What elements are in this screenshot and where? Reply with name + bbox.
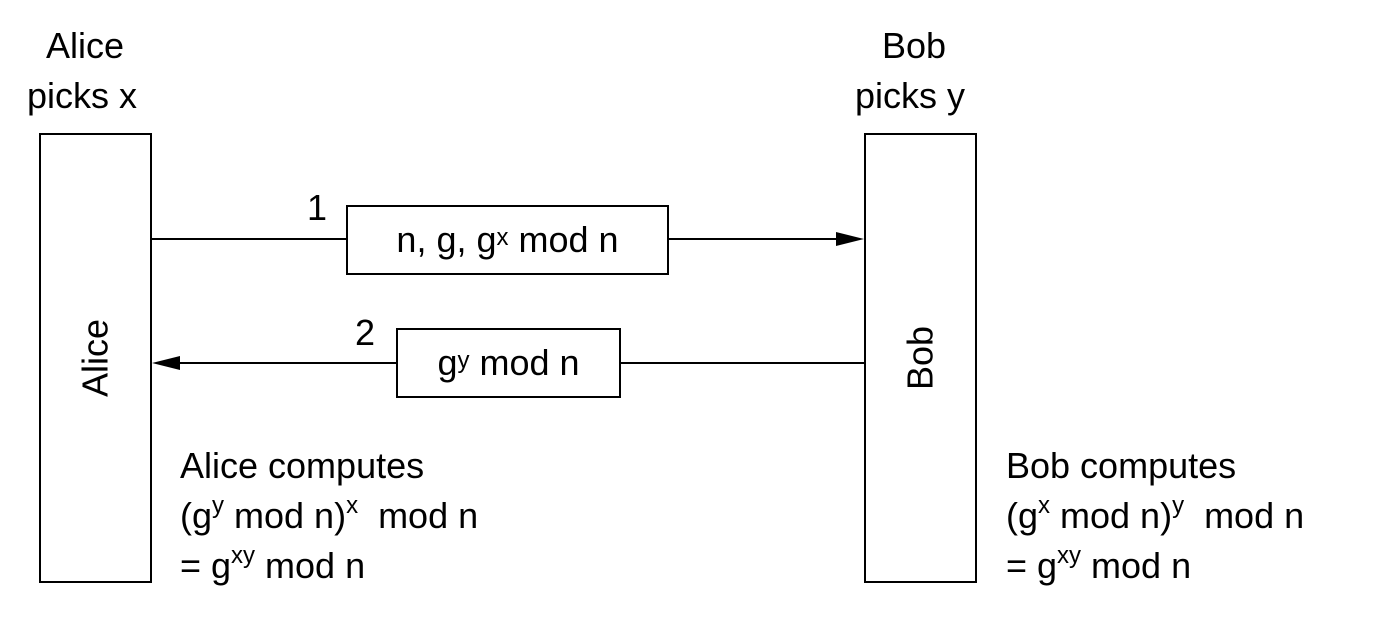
alice-line2-b-sup: x — [346, 492, 359, 519]
alice-line3-a: = g — [180, 545, 232, 586]
bob-line3-b: mod n — [1081, 545, 1192, 586]
bob-header-pick: picks y — [855, 75, 966, 116]
bob-line2-b-sup: y — [1172, 492, 1185, 519]
bob-computes-line-2: (gx mod n)y mod n — [1006, 494, 1305, 536]
message-2-arrowhead — [152, 356, 180, 370]
alice-line2-a: (g — [180, 495, 213, 536]
bob-line3-a: = g — [1006, 545, 1058, 586]
alice-computes-title: Alice computes — [180, 445, 425, 486]
message-1-number: 1 — [307, 187, 328, 228]
message-1-text-a: n, g, g — [396, 219, 497, 260]
bob-line2-a: (g — [1006, 495, 1039, 536]
alice-computes-line-2: (gy mod n)x mod n — [180, 494, 479, 536]
alice-line2-c: mod n — [358, 495, 479, 536]
alice-line3-b: mod n — [255, 545, 366, 586]
alice-computes-line-3: = gxy mod n — [180, 544, 366, 586]
bob-box: Bob — [864, 133, 977, 583]
bob-line2-b: mod n) — [1050, 495, 1173, 536]
alice-header-name: Alice — [46, 25, 125, 66]
bob-computes-line-3: = gxy mod n — [1006, 544, 1192, 586]
message-1-arrowhead — [836, 232, 864, 246]
alice-line3-sup: xy — [231, 542, 256, 569]
bob-header-name: Bob — [882, 25, 947, 66]
bob-line2-a-sup: x — [1038, 492, 1051, 519]
bob-computes-title: Bob computes — [1006, 445, 1237, 486]
alice-header-pick: picks x — [27, 75, 138, 116]
message-2-text-b: mod n — [469, 342, 580, 383]
alice-line2-a-sup: y — [212, 492, 225, 519]
message-2-text-a: g — [437, 342, 458, 383]
alice-box: Alice — [39, 133, 152, 583]
message-2-number: 2 — [355, 312, 376, 353]
bob-line2-c: mod n — [1184, 495, 1305, 536]
message-1-text-b: mod n — [508, 219, 619, 260]
bob-line3-sup: xy — [1057, 542, 1082, 569]
alice-line2-b: mod n) — [224, 495, 347, 536]
